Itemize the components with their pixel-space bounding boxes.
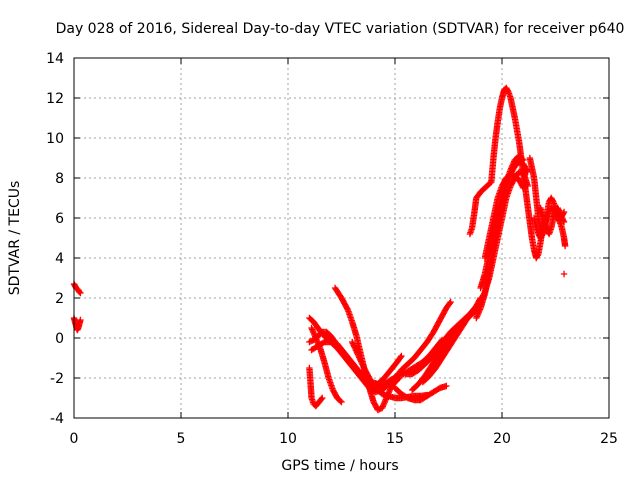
data-point — [508, 171, 516, 178]
plot-frame — [73, 57, 610, 419]
x-tick-label: 25 — [600, 431, 618, 447]
data-point — [318, 395, 325, 403]
data-point — [520, 156, 527, 164]
data-points — [70, 84, 569, 414]
data-point — [398, 352, 405, 360]
y-axis-label: SDTVAR / TECUs — [7, 181, 23, 296]
data-point — [555, 207, 563, 214]
data-point — [77, 316, 84, 324]
x-tick-label: 10 — [279, 431, 297, 447]
x-tick-label: 15 — [386, 431, 404, 447]
data-point — [396, 374, 403, 382]
x-tick-labels: 0 5 10 15 20 25 — [70, 431, 618, 447]
data-point — [560, 217, 567, 224]
data-point — [307, 338, 315, 345]
data-point — [344, 305, 351, 312]
data-point — [397, 354, 404, 361]
y-tick-label: -4 — [50, 411, 64, 427]
data-point — [443, 382, 450, 390]
data-point — [77, 289, 84, 297]
data-point — [338, 398, 345, 406]
x-tick-label: 5 — [177, 431, 186, 447]
data-point — [520, 184, 527, 192]
y-tick-label: 2 — [55, 291, 64, 307]
data-point — [376, 406, 383, 413]
y-tick-label: 6 — [55, 211, 64, 227]
data-point — [395, 375, 402, 383]
y-tick-label: 12 — [46, 91, 64, 107]
data-point — [507, 170, 514, 178]
x-tick-label: 0 — [70, 431, 79, 447]
y-tick-label: 0 — [55, 331, 64, 347]
y-tick-label: 4 — [55, 251, 64, 267]
grid-lines — [74, 58, 609, 418]
data-point — [519, 155, 526, 163]
data-point — [306, 338, 313, 346]
data-point — [337, 397, 344, 405]
y-tick-label: 14 — [46, 51, 64, 67]
data-point — [534, 252, 541, 259]
data-point — [76, 288, 83, 296]
data-point — [319, 394, 326, 402]
data-point — [560, 270, 568, 278]
y-tick-labels: -4 -2 0 2 4 6 8 10 12 14 — [46, 51, 64, 427]
axis-ticks — [73, 57, 610, 419]
y-tick-label: 8 — [55, 171, 64, 187]
data-point — [519, 183, 526, 190]
data-point — [561, 242, 569, 250]
data-point — [523, 167, 531, 174]
data-point — [549, 197, 556, 204]
chart-title: Day 028 of 2016, Sidereal Day-to-day VTE… — [56, 21, 625, 37]
data-point — [504, 87, 511, 94]
data-point — [447, 298, 454, 306]
data-point — [446, 300, 453, 307]
data-point — [560, 218, 568, 226]
y-tick-label: 10 — [46, 131, 64, 147]
x-axis-label: GPS time / hours — [281, 458, 398, 474]
y-tick-label: -2 — [50, 371, 64, 387]
x-tick-label: 20 — [493, 431, 511, 447]
data-point — [374, 406, 382, 414]
